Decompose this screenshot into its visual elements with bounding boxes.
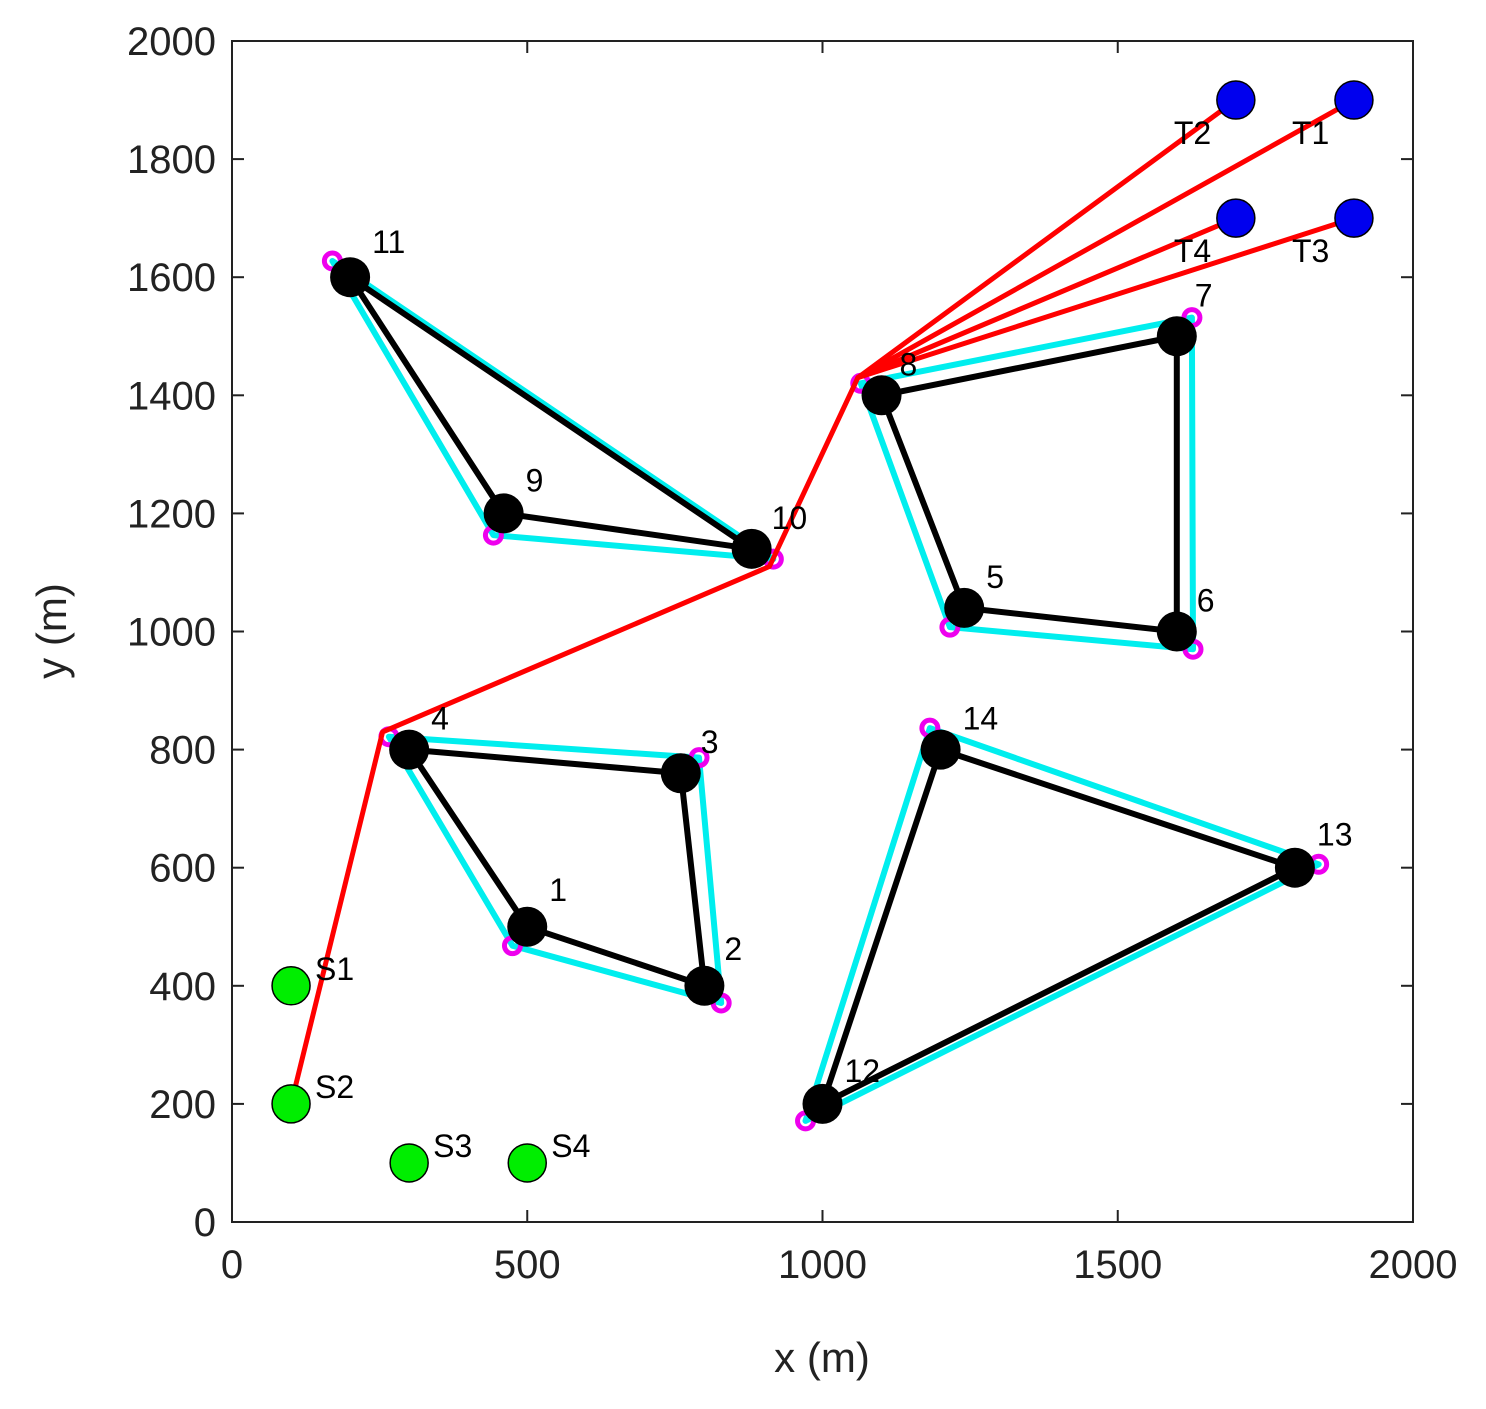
node-label: 13: [1317, 817, 1353, 853]
x-tick-label: 1500: [1073, 1243, 1162, 1287]
node-marker: [389, 729, 430, 770]
route-branch-line: [855, 97, 1239, 381]
node-label: 7: [1195, 277, 1213, 313]
y-tick-label: 200: [149, 1083, 216, 1127]
node-label: 11: [372, 224, 405, 260]
node-label: 9: [526, 462, 544, 498]
node-marker: [861, 375, 902, 416]
sensor-marker: [507, 1143, 547, 1183]
cluster-outline: [385, 733, 725, 1006]
node-marker: [1156, 611, 1197, 652]
cluster-outline-layer: [321, 250, 1330, 1132]
cluster-outline: [857, 314, 1196, 653]
sensor-label: S3: [433, 1128, 472, 1164]
point-layer: [271, 80, 1374, 1183]
node-marker: [731, 528, 772, 569]
y-tick-label: 400: [149, 965, 216, 1009]
target-label: T2: [1174, 115, 1211, 151]
node-label: 5: [986, 559, 1004, 595]
node-marker: [660, 753, 701, 794]
sensor-marker: [271, 1084, 311, 1124]
node-label: 3: [701, 724, 719, 760]
node-label: 1: [549, 872, 567, 908]
target-label: T3: [1292, 233, 1329, 269]
node-label: 6: [1197, 583, 1215, 619]
node-marker: [1156, 316, 1197, 357]
node-label: 4: [431, 701, 449, 737]
node-label: 2: [724, 931, 742, 967]
target-marker: [1334, 198, 1374, 238]
target-label: T4: [1174, 233, 1211, 269]
axes-layer: 0 500 1000 1500 2000 0 200 400 600 800 1000 1200 140…: [127, 20, 1457, 1287]
sensor-label: S1: [315, 951, 354, 987]
x-tick-label: 500: [494, 1243, 561, 1287]
y-tick-label: 1000: [127, 611, 216, 655]
target-marker: [1216, 198, 1256, 238]
x-axis-label: x (m): [774, 1334, 870, 1381]
cluster-edge: [819, 746, 1298, 1107]
node-label: 12: [845, 1053, 881, 1089]
cluster-outline: [329, 258, 777, 563]
y-tick-label: 800: [149, 729, 216, 773]
y-tick-label: 1800: [127, 138, 216, 182]
sensor-marker: [271, 966, 311, 1006]
sensor-label: S2: [315, 1069, 354, 1105]
y-tick-label: 0: [194, 1201, 216, 1245]
node-marker: [330, 257, 371, 298]
x-tick-label: 2000: [1369, 1243, 1458, 1287]
target-marker: [1334, 80, 1374, 120]
node-marker: [684, 965, 725, 1006]
y-tick-label: 1200: [127, 492, 216, 536]
x-tick-label: 1000: [778, 1243, 867, 1287]
cluster-edge: [347, 274, 755, 552]
target-marker: [1216, 80, 1256, 120]
node-marker: [1274, 847, 1315, 888]
route-layer: [288, 97, 1357, 1105]
node-marker: [920, 729, 961, 770]
node-label: 10: [772, 500, 808, 536]
node-marker: [802, 1083, 843, 1124]
sensor-label: S4: [551, 1128, 590, 1164]
node-label: 8: [900, 346, 918, 382]
node-marker: [507, 906, 548, 947]
node-marker: [944, 587, 985, 628]
target-label: T1: [1292, 115, 1329, 151]
x-tick-label: 0: [221, 1243, 243, 1287]
y-axis-label: y (m): [28, 583, 75, 679]
node-label: 14: [963, 701, 999, 737]
y-tick-label: 1600: [127, 256, 216, 300]
route-branch-line: [855, 97, 1357, 381]
cluster-outline: [802, 725, 1322, 1124]
route-line: [288, 376, 861, 1105]
y-tick-label: 600: [149, 847, 216, 891]
sensor-marker: [389, 1143, 429, 1183]
route-branch-line: [855, 215, 1357, 381]
route-branch-line: [855, 215, 1239, 381]
y-tick-label: 2000: [127, 20, 216, 64]
node-marker: [483, 493, 524, 534]
y-tick-label: 1400: [127, 374, 216, 418]
